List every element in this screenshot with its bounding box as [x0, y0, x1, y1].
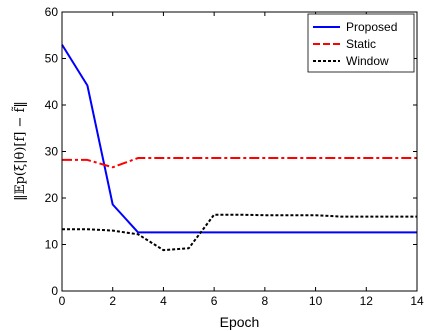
y-tick-label: 60 — [45, 5, 59, 19]
x-tick-label: 2 — [109, 294, 116, 308]
y-tick-label: 50 — [45, 52, 59, 66]
y-tick-label: 20 — [45, 191, 59, 205]
series-layer — [61, 44, 417, 252]
y-axis-title: ‖𝔼p(ξ|θ)[f] − f̃‖ — [11, 101, 28, 201]
legend-label-window: Window — [346, 54, 389, 68]
x-tick-label: 0 — [59, 294, 66, 308]
x-tick-label: 12 — [360, 294, 374, 308]
x-tick-label: 8 — [262, 294, 269, 308]
legend: Proposed Static Window — [307, 13, 415, 73]
tick-layer: 0 2 4 6 8 10 12 14 0 10 20 30 40 50 60 — [45, 5, 424, 308]
y-tick-label: 40 — [45, 98, 59, 112]
legend-label-static: Static — [346, 37, 376, 51]
series-line-static — [62, 157, 417, 169]
legend-label-proposed: Proposed — [346, 20, 397, 34]
x-tick-label: 10 — [309, 294, 323, 308]
series-line-proposed — [61, 44, 417, 234]
x-tick-label: 6 — [211, 294, 218, 308]
y-tick-label: 0 — [51, 284, 58, 298]
series-line-window — [62, 213, 417, 252]
x-axis-title: Epoch — [220, 314, 260, 330]
y-tick-label: 30 — [45, 145, 59, 159]
x-tick-label: 14 — [410, 294, 424, 308]
y-tick-label: 10 — [45, 238, 59, 252]
x-tick-label: 4 — [160, 294, 167, 308]
